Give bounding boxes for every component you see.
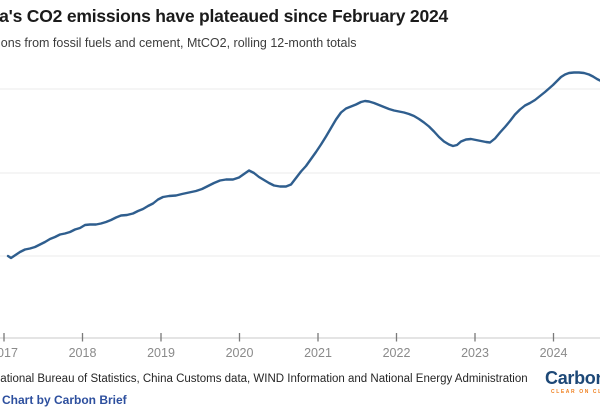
x-tick-label-2019: 2019 xyxy=(147,346,175,360)
x-tick-label-2018: 2018 xyxy=(68,346,97,360)
x-tick-label-2021: 2021 xyxy=(304,346,332,360)
chart-subtitle: Emissions from fossil fuels and cement, … xyxy=(0,36,357,50)
page-title: China's CO2 emissions have plateaued sin… xyxy=(0,6,449,26)
x-tick-label-2023: 2023 xyxy=(461,346,489,360)
x-tick-label-2024: 2024 xyxy=(539,346,568,360)
x-tick-label-2017: 2017 xyxy=(0,346,18,360)
x-tick-label-2020: 2020 xyxy=(225,346,254,360)
carbonbrief-logo-tagline: CLEAR ON CLIMATE xyxy=(551,388,600,395)
x-tick-label-2022: 2022 xyxy=(382,346,411,360)
emissions-series-line xyxy=(6,71,600,260)
source-attribution: National Bureau of Statistics, China Cus… xyxy=(0,373,528,385)
chart-credit-clipped: Chart by Carbon Brief xyxy=(2,393,127,407)
